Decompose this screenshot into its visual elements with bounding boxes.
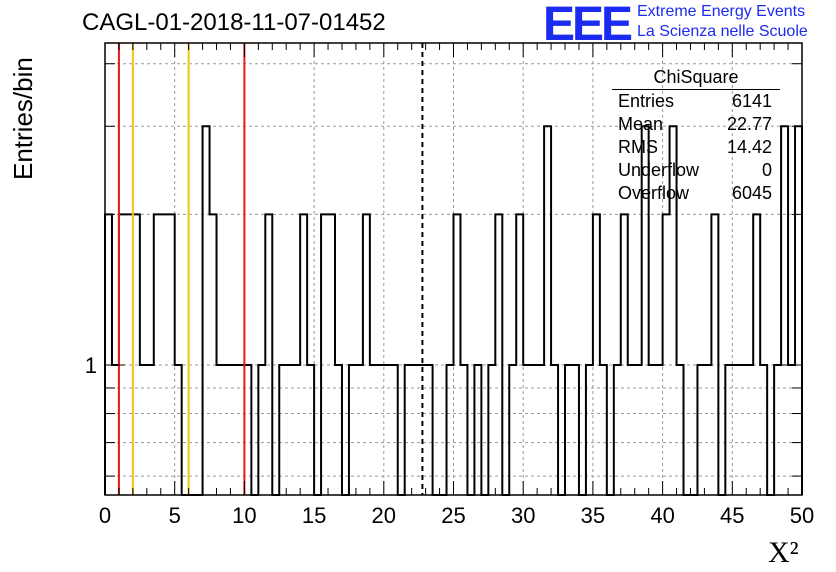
stats-row-underflow: Underflow 0 <box>612 159 780 182</box>
x-tick-label: 10 <box>232 503 256 528</box>
stats-value: 22.77 <box>726 114 772 134</box>
x-tick-label: 25 <box>441 503 465 528</box>
x-tick-label: 45 <box>720 503 744 528</box>
stats-label: Entries <box>618 91 675 111</box>
y-tick-label: 1 <box>85 353 97 378</box>
x-tick-label: 0 <box>99 503 111 528</box>
eee-logo: EEE <box>543 0 633 51</box>
stats-divider <box>612 89 780 90</box>
x-tick-label: 5 <box>169 503 181 528</box>
x-tick-label: 40 <box>650 503 674 528</box>
stats-row-rms: RMS 14.42 <box>612 136 780 159</box>
stats-label: Underflow <box>618 160 700 180</box>
stats-label: Mean <box>618 114 664 134</box>
x-tick-label: 15 <box>302 503 326 528</box>
chart-title: CAGL-01-2018-11-07-01452 <box>82 9 386 36</box>
logo-caption: Extreme Energy Events La Scienza nelle S… <box>637 2 808 42</box>
stats-label: RMS <box>618 137 658 157</box>
stats-row-mean: Mean 22.77 <box>612 113 780 136</box>
stats-label: Overflow <box>618 183 690 203</box>
y-axis-label: Entries/bin <box>8 57 38 180</box>
stats-row-overflow: Overflow 6045 <box>612 182 780 205</box>
x-tick-label: 50 <box>790 503 814 528</box>
stats-value: 14.42 <box>726 137 772 157</box>
x-tick-label: 35 <box>581 503 605 528</box>
logo-line-2: La Scienza nelle Scuole <box>637 23 808 40</box>
x-axis-label: X² <box>768 536 799 569</box>
stats-value: 6045 <box>731 183 772 203</box>
x-tick-label: 20 <box>372 503 396 528</box>
x-tick-label: 30 <box>511 503 535 528</box>
stats-box: ChiSquare Entries 6141 Mean 22.77 RMS 14… <box>612 66 780 205</box>
stats-value: 0 <box>761 160 772 180</box>
stats-title: ChiSquare <box>653 67 739 87</box>
logo-line-1: Extreme Energy Events <box>637 3 806 20</box>
stats-value: 6141 <box>731 91 772 111</box>
stats-row-entries: Entries 6141 <box>612 90 780 113</box>
